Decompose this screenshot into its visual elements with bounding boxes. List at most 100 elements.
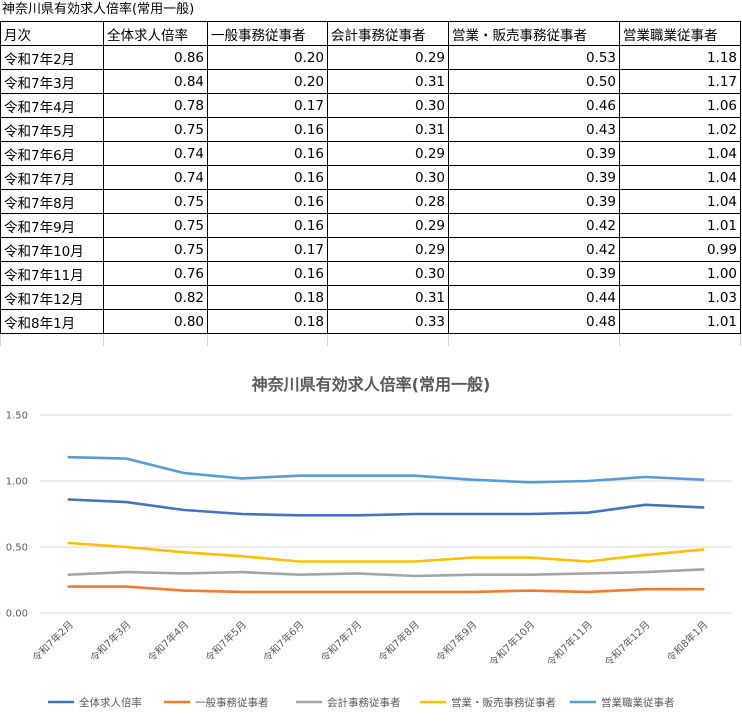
cell-sales-worker[interactable]: 1.01 [619, 213, 741, 238]
cell-overall[interactable]: 0.75 [103, 237, 208, 262]
cell-general-clerk[interactable]: 0.20 [207, 69, 328, 94]
data-table: 月次 全体求人倍率 一般事務従事者 会計事務従事者 営業・販売事務従事者 営業職… [0, 21, 741, 346]
cell-general-clerk[interactable]: 0.17 [207, 237, 328, 262]
cell-general-clerk[interactable]: 0.16 [207, 189, 328, 214]
cell-accounting-clerk[interactable]: 0.31 [327, 69, 449, 94]
empty-cell[interactable] [207, 333, 328, 346]
cell-sales-worker[interactable]: 1.04 [619, 189, 741, 214]
cell-month[interactable]: 令和7年2月 [0, 45, 104, 70]
cell-general-clerk[interactable]: 0.16 [207, 141, 328, 166]
cell-accounting-clerk[interactable]: 0.30 [327, 165, 449, 190]
cell-overall[interactable]: 0.76 [103, 261, 208, 286]
cell-general-clerk[interactable]: 0.18 [207, 309, 328, 334]
cell-sales-clerk[interactable]: 0.46 [448, 93, 620, 118]
cell-sales-worker[interactable]: 1.04 [619, 165, 741, 190]
cell-month[interactable]: 令和7年6月 [0, 141, 104, 166]
x-tick-label: 令和7年7月 [318, 618, 364, 664]
cell-month[interactable]: 令和7年8月 [0, 189, 104, 214]
table-row: 令和8年1月 0.80 0.18 0.33 0.48 1.01 [0, 309, 741, 334]
header-overall[interactable]: 全体求人倍率 [103, 21, 208, 46]
header-sales-worker[interactable]: 営業職業従事者 [619, 21, 741, 46]
x-tick-label: 令和7年5月 [202, 618, 248, 664]
cell-sales-clerk[interactable]: 0.39 [448, 261, 620, 286]
cell-accounting-clerk[interactable]: 0.28 [327, 189, 449, 214]
empty-cell[interactable] [619, 333, 741, 346]
cell-overall[interactable]: 0.74 [103, 165, 208, 190]
legend-label: 営業・販売事務従事者 [451, 696, 556, 709]
cell-sales-worker[interactable]: 1.18 [619, 45, 741, 70]
cell-month[interactable]: 令和7年10月 [0, 237, 104, 262]
cell-month[interactable]: 令和7年5月 [0, 117, 104, 142]
y-tick-label: 1.00 [6, 477, 28, 488]
cell-overall[interactable]: 0.80 [103, 309, 208, 334]
cell-month[interactable]: 令和8年1月 [0, 309, 104, 334]
cell-general-clerk[interactable]: 0.16 [207, 165, 328, 190]
cell-sales-worker[interactable]: 1.00 [619, 261, 741, 286]
header-general-clerk[interactable]: 一般事務従事者 [207, 21, 328, 46]
legend-label: 会計事務従事者 [327, 696, 401, 709]
cell-sales-worker[interactable]: 1.06 [619, 93, 741, 118]
cell-accounting-clerk[interactable]: 0.31 [327, 117, 449, 142]
cell-sales-clerk[interactable]: 0.39 [448, 141, 620, 166]
cell-accounting-clerk[interactable]: 0.29 [327, 141, 449, 166]
cell-month[interactable]: 令和7年7月 [0, 165, 104, 190]
header-sales-clerk[interactable]: 営業・販売事務従事者 [448, 21, 620, 46]
cell-month[interactable]: 令和7年3月 [0, 69, 104, 94]
series-line [67, 568, 705, 578]
x-tick-label: 令和7年9月 [433, 618, 479, 664]
empty-cell[interactable] [0, 333, 104, 346]
cell-sales-clerk[interactable]: 0.43 [448, 117, 620, 142]
table-row: 令和7年5月 0.75 0.16 0.31 0.43 1.02 [0, 117, 741, 142]
cell-overall[interactable]: 0.74 [103, 141, 208, 166]
cell-overall[interactable]: 0.82 [103, 285, 208, 310]
chart-title: 神奈川県有効求人倍率(常用一般) [252, 375, 491, 394]
header-accounting-clerk[interactable]: 会計事務従事者 [327, 21, 449, 46]
cell-sales-worker[interactable]: 1.03 [619, 285, 741, 310]
cell-sales-clerk[interactable]: 0.44 [448, 285, 620, 310]
cell-overall[interactable]: 0.78 [103, 93, 208, 118]
cell-sales-clerk[interactable]: 0.42 [448, 213, 620, 238]
cell-overall[interactable]: 0.75 [103, 213, 208, 238]
cell-overall[interactable]: 0.75 [103, 189, 208, 214]
cell-overall[interactable]: 0.86 [103, 45, 208, 70]
cell-general-clerk[interactable]: 0.18 [207, 285, 328, 310]
cell-accounting-clerk[interactable]: 0.30 [327, 93, 449, 118]
cell-sales-clerk[interactable]: 0.50 [448, 69, 620, 94]
cell-sales-worker[interactable]: 1.17 [619, 69, 741, 94]
cell-sales-worker[interactable]: 1.02 [619, 117, 741, 142]
cell-sales-clerk[interactable]: 0.39 [448, 189, 620, 214]
x-tick-label: 令和8年1月 [664, 618, 710, 664]
empty-cell[interactable] [103, 333, 208, 346]
cell-accounting-clerk[interactable]: 0.33 [327, 309, 449, 334]
cell-accounting-clerk[interactable]: 0.29 [327, 213, 449, 238]
cell-month[interactable]: 令和7年11月 [0, 261, 104, 286]
cell-accounting-clerk[interactable]: 0.29 [327, 45, 449, 70]
cell-overall[interactable]: 0.84 [103, 69, 208, 94]
cell-sales-clerk[interactable]: 0.39 [448, 165, 620, 190]
cell-month[interactable]: 令和7年12月 [0, 285, 104, 310]
cell-sales-worker[interactable]: 0.99 [619, 237, 741, 262]
empty-cell[interactable] [327, 333, 449, 346]
cell-sales-worker[interactable]: 1.01 [619, 309, 741, 334]
y-tick-label: 0.00 [6, 609, 28, 620]
y-tick-label: 1.50 [6, 411, 28, 422]
empty-cell[interactable] [448, 333, 620, 346]
cell-sales-clerk[interactable]: 0.53 [448, 45, 620, 70]
cell-general-clerk[interactable]: 0.16 [207, 213, 328, 238]
cell-general-clerk[interactable]: 0.16 [207, 117, 328, 142]
cell-accounting-clerk[interactable]: 0.30 [327, 261, 449, 286]
cell-month[interactable]: 令和7年9月 [0, 213, 104, 238]
cell-accounting-clerk[interactable]: 0.31 [327, 285, 449, 310]
cell-accounting-clerk[interactable]: 0.29 [327, 237, 449, 262]
cell-general-clerk[interactable]: 0.20 [207, 45, 328, 70]
cell-general-clerk[interactable]: 0.17 [207, 93, 328, 118]
cell-sales-worker[interactable]: 1.04 [619, 141, 741, 166]
cell-sales-clerk[interactable]: 0.48 [448, 309, 620, 334]
cell-general-clerk[interactable]: 0.16 [207, 261, 328, 286]
table-row: 令和7年6月 0.74 0.16 0.29 0.39 1.04 [0, 141, 741, 166]
cell-month[interactable]: 令和7年4月 [0, 93, 104, 118]
header-month[interactable]: 月次 [0, 21, 104, 46]
cell-overall[interactable]: 0.75 [103, 117, 208, 142]
cell-sales-clerk[interactable]: 0.42 [448, 237, 620, 262]
